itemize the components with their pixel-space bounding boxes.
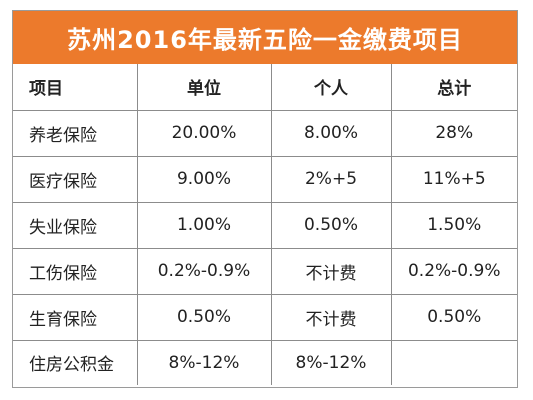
row-employer-value: 1.00%: [136, 201, 272, 249]
row-total-value: [390, 339, 517, 385]
row-total-value: 0.50%: [390, 293, 517, 341]
table-row: 工伤保险 0.2%-0.9% 不计费 0.2%-0.9%: [13, 247, 517, 295]
row-personal-value: 2%+5: [270, 155, 392, 203]
row-personal-value: 8%-12%: [270, 339, 392, 385]
row-item-name: 医疗保险: [13, 155, 138, 203]
header-total: 总计: [390, 64, 517, 111]
header-row: 项目 单位 个人 总计: [13, 64, 517, 111]
row-total-value: 28%: [390, 109, 517, 157]
table-row: 养老保险 20.00% 8.00% 28%: [13, 109, 517, 157]
table-row: 住房公积金 8%-12% 8%-12%: [13, 339, 517, 385]
row-total-value: 1.50%: [390, 201, 517, 249]
table-row: 生育保险 0.50% 不计费 0.50%: [13, 293, 517, 341]
row-item-name: 住房公积金: [13, 339, 138, 385]
header-item: 项目: [13, 64, 138, 111]
row-personal-value: 8.00%: [270, 109, 392, 157]
header-employer: 单位: [136, 64, 272, 111]
row-employer-value: 0.50%: [136, 293, 272, 341]
row-total-value: 0.2%-0.9%: [390, 247, 517, 295]
row-item-name: 生育保险: [13, 293, 138, 341]
row-item-name: 工伤保险: [13, 247, 138, 295]
row-total-value: 11%+5: [390, 155, 517, 203]
title-bar: 苏州2016年最新五险一金缴费项目: [13, 11, 517, 64]
row-personal-value: 0.50%: [270, 201, 392, 249]
row-personal-value: 不计费: [270, 293, 392, 341]
row-item-name: 养老保险: [13, 109, 138, 157]
row-personal-value: 不计费: [270, 247, 392, 295]
table-row: 医疗保险 9.00% 2%+5 11%+5: [13, 155, 517, 203]
page-title: 苏州2016年最新五险一金缴费项目: [67, 26, 463, 54]
row-employer-value: 9.00%: [136, 155, 272, 203]
row-item-name: 失业保险: [13, 201, 138, 249]
row-employer-value: 0.2%-0.9%: [136, 247, 272, 295]
table-row: 失业保险 1.00% 0.50% 1.50%: [13, 201, 517, 249]
header-personal: 个人: [270, 64, 392, 111]
fee-table-card: 苏州2016年最新五险一金缴费项目 项目 单位 个人 总计 养老保险 20.00…: [12, 10, 518, 388]
contribution-table: 项目 单位 个人 总计 养老保险 20.00% 8.00% 28% 医疗保险 9…: [13, 64, 517, 385]
row-employer-value: 8%-12%: [136, 339, 272, 385]
row-employer-value: 20.00%: [136, 109, 272, 157]
